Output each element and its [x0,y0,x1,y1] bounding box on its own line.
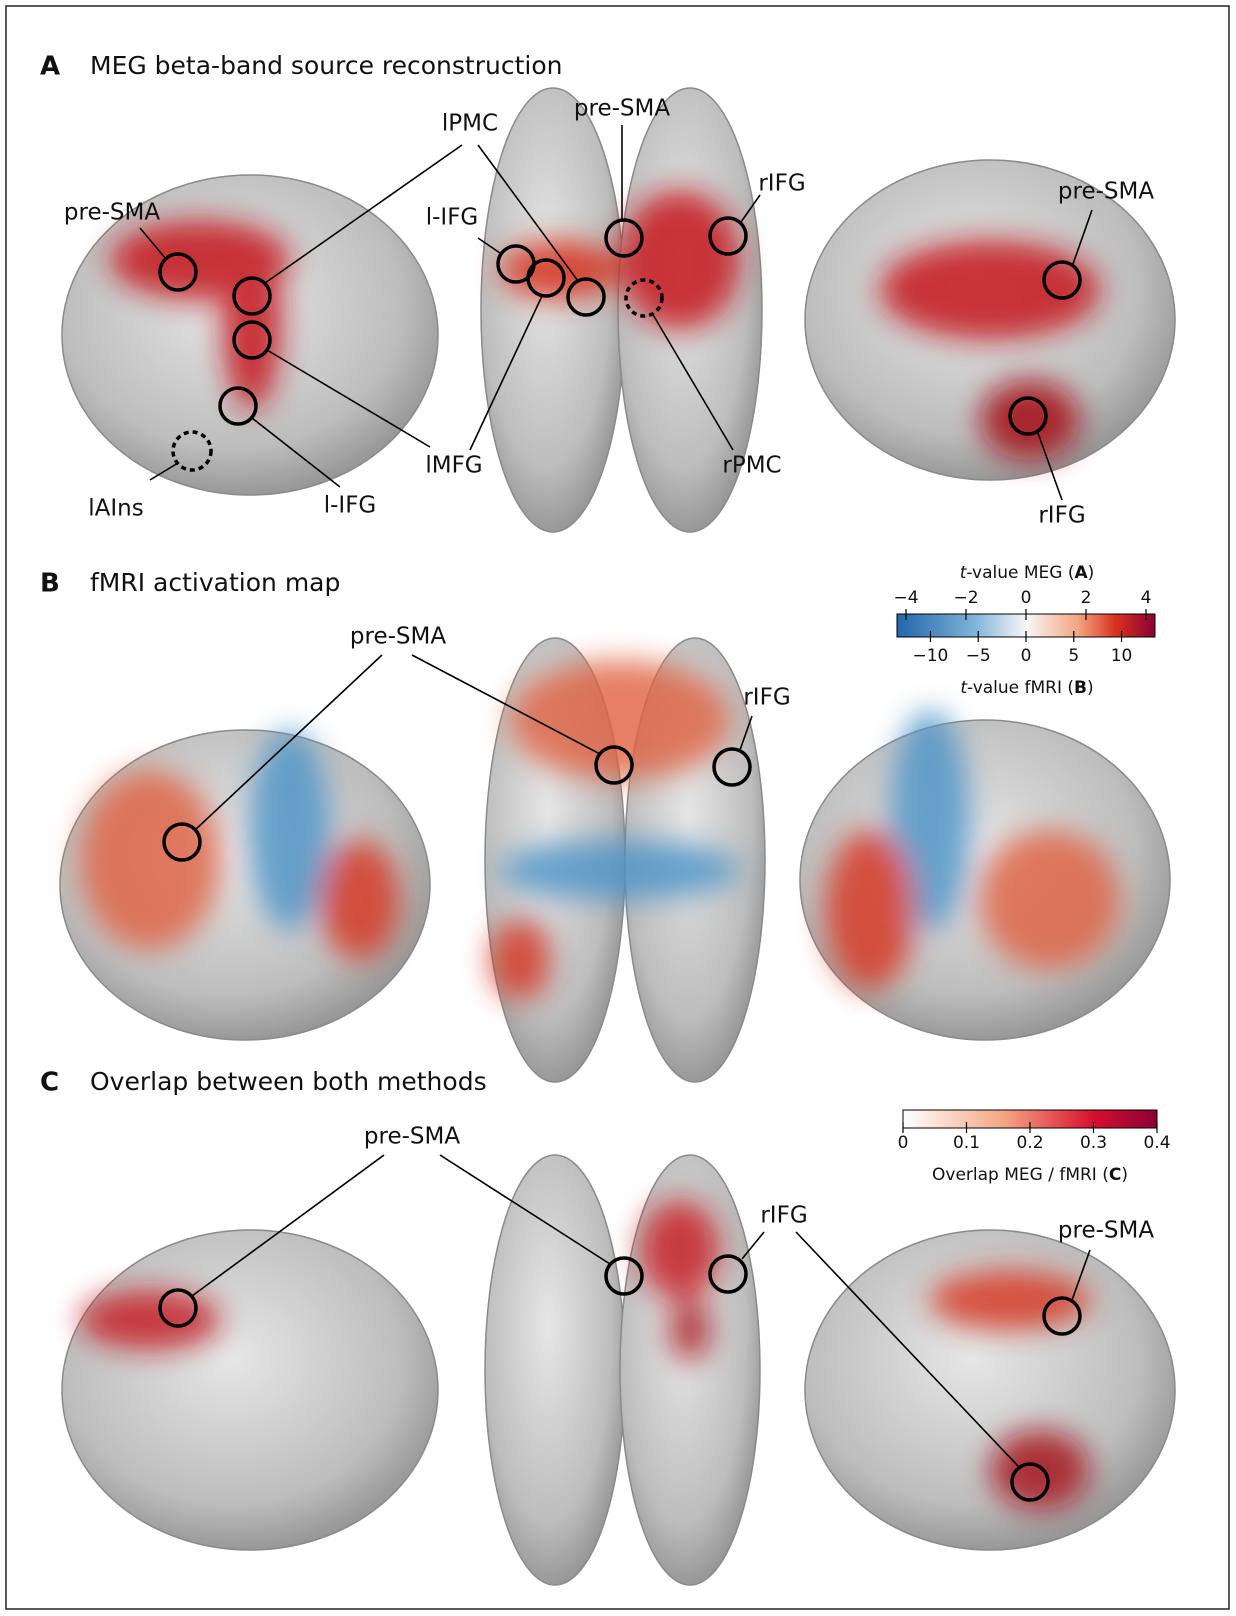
colorbar-tick-label: −5 [966,646,991,666]
region-label: rIFG [1038,503,1085,529]
colorbar-tick-label: 10 [1111,646,1133,666]
region-label: lAIns [88,496,143,522]
colorbar-tick-label: −2 [953,588,978,608]
region-label: rIFG [743,685,790,711]
label-part: B [1074,678,1087,698]
colorbar-label: t-value fMRI (B) [960,678,1093,698]
label-part: -value fMRI ( [967,678,1074,698]
panel-title: MEG beta-band source reconstruction [90,51,562,80]
colorbar-tick-label: 0 [898,1133,909,1153]
label-part: -value MEG ( [966,563,1074,583]
region-label: rPMC [722,453,781,479]
panel-title: Overlap between both methods [90,1067,487,1096]
region-label: pre-SMA [574,96,670,122]
colorbar-tick-label: 0 [1021,646,1032,666]
colorbar-tick-label: 0.4 [1143,1133,1170,1153]
panel-title: fMRI activation map [90,568,340,597]
brains [60,88,1175,1585]
colorbar-tick-label: 0 [1021,588,1032,608]
colorbar-tick-label: 0.2 [1016,1133,1043,1153]
region-label: pre-SMA [364,1124,460,1150]
colorbar-tick-label: 0.1 [953,1133,980,1153]
figure: A MEG beta-band source reconstruction pr… [0,0,1236,1616]
label-part: Overlap MEG / fMRI ( [932,1165,1109,1185]
colorbar-tick-label: 4 [1141,588,1152,608]
region-label: pre-SMA [350,624,446,650]
label-part: C [1109,1165,1121,1185]
label-part: ) [1087,678,1094,698]
label-part: A [1075,563,1089,583]
colorbar-tick-label: 2 [1081,588,1092,608]
panel-letter: C [40,1068,59,1098]
colorbar-label: Overlap MEG / fMRI (C) [932,1165,1128,1185]
panel-letter: A [40,52,60,82]
region-label: rIFG [758,171,805,197]
label-part: ) [1088,563,1095,583]
colorbar: t-value MEG (A) t-value fMRI (B) [897,563,1155,698]
region-label: lPMC [442,111,498,137]
colorbar-tick-label: 0.3 [1080,1133,1107,1153]
colorbar-label: t-value MEG (A) [960,563,1095,583]
label-part: ) [1121,1165,1128,1185]
region-label: rIFG [760,1203,807,1229]
region-label: pre-SMA [1058,179,1154,205]
colorbar-tick-label: 5 [1068,646,1079,666]
region-label: l-IFG [324,493,377,519]
region-label: lMFG [425,453,482,479]
panel-letter: B [40,569,60,599]
region-label: pre-SMA [1058,1218,1154,1244]
colorbar-tick-label: −10 [912,646,948,666]
region-label: l-IFG [426,205,479,231]
region-label: pre-SMA [64,200,160,226]
colorbar-tick-label: −4 [893,588,918,608]
